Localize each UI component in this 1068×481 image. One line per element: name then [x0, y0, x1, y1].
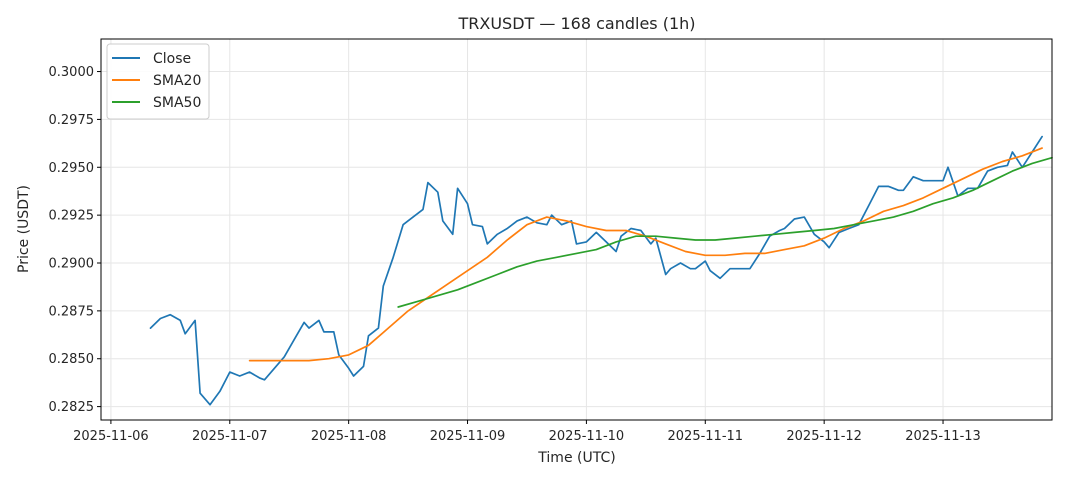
- y-tick-label: 0.2975: [49, 113, 95, 128]
- legend: Close SMA20 SMA50: [106, 43, 210, 120]
- legend-label-sma50: SMA50: [153, 95, 201, 111]
- y-tick-label: 0.2925: [49, 209, 95, 224]
- y-tick-label: 0.2900: [49, 257, 95, 272]
- x-tick-label: 2025-11-10: [549, 429, 625, 444]
- x-tick-label: 2025-11-12: [786, 429, 862, 444]
- x-tick-label: 2025-11-13: [905, 429, 981, 444]
- chart-title: TRXUSDT — 168 candles (1h): [457, 14, 695, 33]
- y-tick-label: 0.2850: [49, 352, 95, 367]
- legend-box: [106, 43, 210, 120]
- series-layer: [149, 135, 1053, 406]
- y-tick-label: 0.2825: [49, 400, 95, 415]
- x-tick-label: 2025-11-08: [311, 429, 387, 444]
- x-tick-label: 2025-11-11: [668, 429, 744, 444]
- legend-label-sma20: SMA20: [153, 73, 201, 89]
- grid: [101, 39, 1052, 420]
- legend-label-close: Close: [153, 51, 191, 67]
- y-axis: 0.2825 0.2850 0.2875 0.2900 0.2925 0.2950 0.29…: [49, 65, 101, 415]
- y-axis-label: Price (USDT): [16, 185, 32, 273]
- y-tick-label: 0.2875: [49, 304, 95, 319]
- y-tick-label: 0.3000: [49, 65, 95, 80]
- x-tick-label: 2025-11-06: [73, 429, 149, 444]
- x-tick-label: 2025-11-07: [192, 429, 268, 444]
- x-axis-label: Time (UTC): [537, 450, 615, 466]
- x-tick-label: 2025-11-09: [430, 429, 506, 444]
- series-line-close: [149, 135, 1043, 406]
- x-axis: 2025-11-06 2025-11-07 2025-11-08 2025-11-09…: [73, 420, 981, 444]
- plot-frame: [100, 38, 1053, 421]
- series-line-sma50: [397, 156, 1053, 308]
- y-tick-label: 0.2950: [49, 161, 95, 176]
